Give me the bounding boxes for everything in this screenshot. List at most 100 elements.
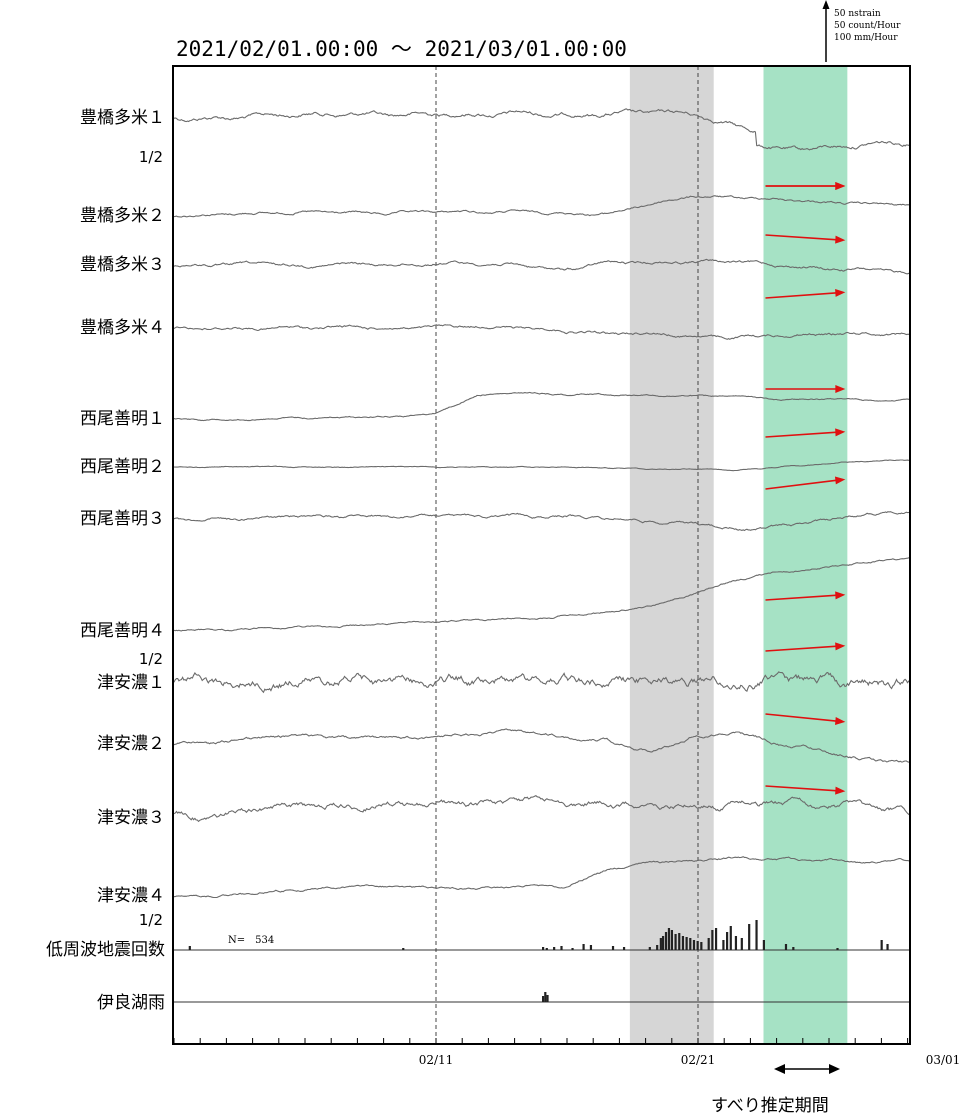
series-line-4 xyxy=(173,391,911,422)
bar-12-41 xyxy=(886,944,889,950)
series-label-3: 豊橋多米４ xyxy=(80,318,165,338)
slip-period-indicator xyxy=(774,1064,840,1074)
series-label-1: 豊橋多米２ xyxy=(80,206,165,226)
series-scale-note-0: 1/2 xyxy=(139,148,163,166)
series-group xyxy=(173,108,911,1003)
gray-band xyxy=(629,66,714,1044)
series-line-11 xyxy=(173,856,911,899)
slip-arrow-9 xyxy=(765,713,838,722)
scale-legend-rain: 100 mm/Hour xyxy=(834,33,898,43)
bar-12-36 xyxy=(762,940,765,950)
bar-12-27 xyxy=(711,930,714,950)
bar-12-3 xyxy=(545,948,548,950)
series-label-2: 豊橋多米３ xyxy=(80,255,165,275)
scale-legend-count: 50 count/Hour xyxy=(834,21,901,31)
bar-12-8 xyxy=(589,945,593,950)
bar-12-7 xyxy=(582,944,585,950)
bar-12-16 xyxy=(667,928,671,950)
bar-12-19 xyxy=(678,933,681,950)
series-label-7: 西尾善明４ xyxy=(80,621,165,641)
bar-13-2 xyxy=(546,995,549,1002)
series-scale-note-7: 1/2 xyxy=(139,650,163,668)
series-line-7 xyxy=(173,556,911,632)
bar-12-12 xyxy=(656,945,659,950)
reference-lines xyxy=(435,66,699,1044)
bar-12-23 xyxy=(692,940,696,950)
slip-period-band xyxy=(763,66,848,1044)
slip-arrow-head-7 xyxy=(835,591,846,600)
bar-12-13 xyxy=(659,938,662,950)
slip-arrow-7 xyxy=(765,594,838,601)
series-label-13: 伊良湖雨 xyxy=(97,993,165,1013)
slip-arrow-8 xyxy=(765,645,838,652)
minor-ticks xyxy=(173,1038,909,1044)
slip-arrow-head-5 xyxy=(835,428,846,437)
series-line-0 xyxy=(173,108,911,151)
plot-frame xyxy=(172,65,911,1045)
slip-arrow-head-9 xyxy=(835,717,846,726)
bar-12-6 xyxy=(571,948,574,950)
bar-12-40 xyxy=(880,940,883,950)
slip-arrow-head-1 xyxy=(835,182,846,190)
eq-count-label: N= 534 xyxy=(228,935,274,946)
bar-13-1 xyxy=(544,992,547,1002)
slip-arrow-3 xyxy=(765,292,838,299)
series-line-10 xyxy=(173,795,911,823)
bar-12-18 xyxy=(674,934,677,950)
series-label-12: 低周波地震回数 xyxy=(46,940,165,960)
series-line-2 xyxy=(173,258,911,275)
series-line-1 xyxy=(173,195,911,218)
series-label-9: 津安濃２ xyxy=(97,734,165,754)
series-label-11: 津安濃４ xyxy=(97,886,165,906)
bar-12-33 xyxy=(740,938,743,950)
scale-legend: 50 nstrain 50 count/Hour 100 mm/Hour xyxy=(822,0,901,62)
bar-12-4 xyxy=(553,947,556,950)
slip-arrow-5 xyxy=(765,431,838,438)
slip-period-label: すべり推定期間 xyxy=(711,1096,829,1116)
bar-12-30 xyxy=(726,932,729,950)
slip-arrow-head-6 xyxy=(834,476,846,485)
chart-title: 2021/02/01.00:00 ～ 2021/03/01.00:00 xyxy=(176,37,627,61)
scale-legend-strain: 50 nstrain xyxy=(834,9,881,19)
series-scale-note-11: 1/2 xyxy=(139,911,163,929)
bar-12-34 xyxy=(748,924,751,950)
slip-arrow-head-4 xyxy=(835,385,846,393)
bar-12-35 xyxy=(755,920,758,950)
bar-12-38 xyxy=(792,947,795,950)
slip-arrows xyxy=(765,182,846,795)
bar-12-0 xyxy=(188,946,191,950)
bar-12-32 xyxy=(734,936,738,950)
bar-13-0 xyxy=(542,996,545,1002)
series-line-9 xyxy=(173,728,911,763)
x-tick-0221: 02/21 xyxy=(681,1053,716,1067)
slip-arrow-head-8 xyxy=(835,642,846,651)
bar-12-20 xyxy=(681,936,685,950)
bar-12-1 xyxy=(402,948,405,950)
bar-12-39 xyxy=(836,948,839,950)
series-label-0: 豊橋多米１ xyxy=(80,108,165,128)
series-label-5: 西尾善明２ xyxy=(80,457,165,477)
series-label-8: 津安濃１ xyxy=(97,673,165,693)
bar-12-9 xyxy=(611,946,615,950)
x-tick-0301: 03/01 xyxy=(926,1053,961,1067)
series-label-10: 津安濃３ xyxy=(97,808,165,828)
bar-12-24 xyxy=(696,941,699,950)
series-line-8 xyxy=(173,671,911,694)
bar-12-29 xyxy=(722,940,725,950)
bar-12-5 xyxy=(560,946,563,950)
bar-12-25 xyxy=(700,942,703,950)
slip-arrow-2 xyxy=(765,234,838,241)
bar-12-2 xyxy=(542,947,545,950)
series-labels: 豊橋多米１ 1/2 豊橋多米２ 豊橋多米３ 豊橋多米４ 西尾善明１ 西尾善明２ 西尾善明３ 西尾… xyxy=(46,108,165,1013)
bar-12-26 xyxy=(707,938,710,950)
slip-arrow-6 xyxy=(765,479,838,490)
series-label-6: 西尾善明３ xyxy=(80,509,165,529)
series-label-4: 西尾善明１ xyxy=(80,409,165,429)
bar-12-21 xyxy=(685,937,688,950)
slip-arrow-head-2 xyxy=(835,235,846,244)
bar-12-15 xyxy=(664,932,668,950)
bar-12-31 xyxy=(729,926,732,950)
series-line-3 xyxy=(173,324,911,340)
bar-12-11 xyxy=(648,947,651,950)
